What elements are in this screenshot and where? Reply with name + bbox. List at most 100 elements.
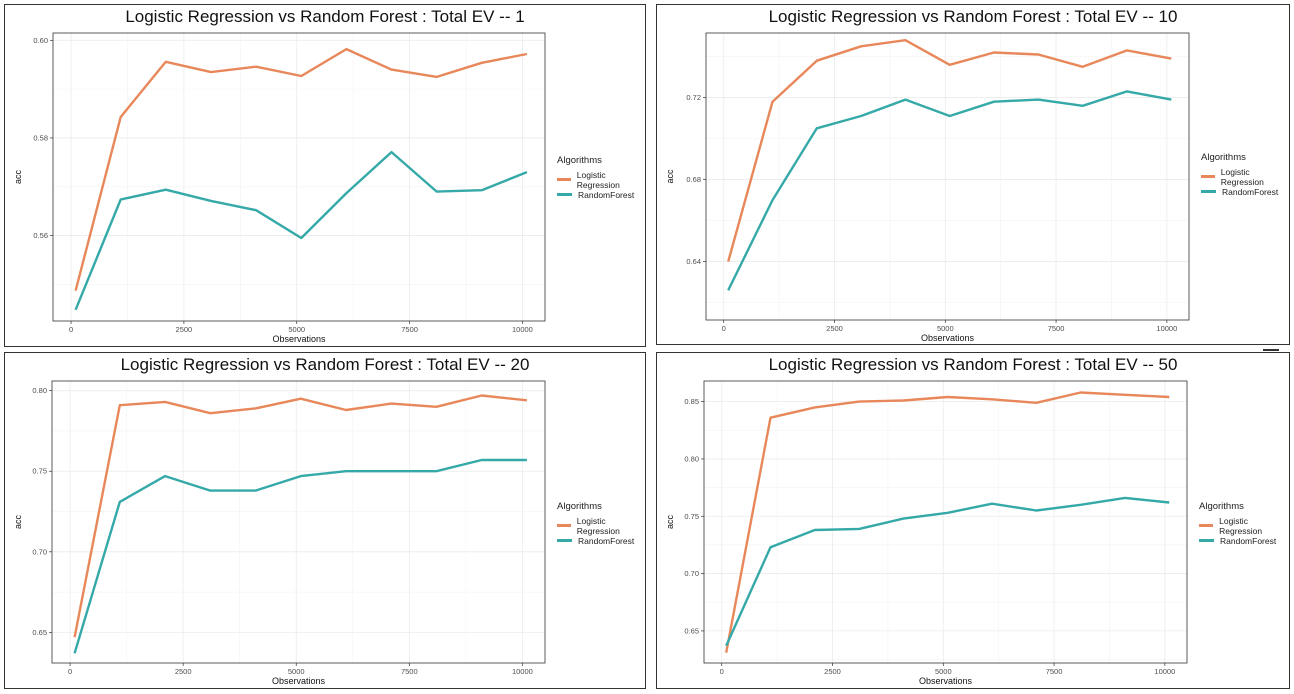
chart-legend: Algorithms Logistic Regression RandomFor… (557, 501, 645, 548)
legend-item-logistic: Logistic Regression (557, 515, 645, 536)
legend-label-logistic: Logistic Regression (576, 515, 620, 536)
series-line-logistic (727, 39, 1172, 262)
x-axis-title: Observations (272, 676, 326, 686)
x-tick-label: 7500 (401, 325, 418, 334)
legend-item-logistic: Logistic Regression (1199, 515, 1289, 536)
y-tick-label: 0.80 (684, 454, 699, 463)
legend-item-forest: RandomForest (557, 187, 645, 202)
y-tick-label: 0.75 (684, 512, 699, 521)
plot-frame (705, 32, 1190, 321)
y-tick-label: 0.60 (33, 36, 48, 45)
x-tick-label: 7500 (1048, 324, 1065, 333)
series-line-forest (725, 496, 1170, 647)
x-tick-label: 10000 (1154, 667, 1175, 676)
legend-item-forest: RandomForest (557, 533, 645, 548)
y-tick-label: 0.58 (33, 133, 48, 142)
x-axis-title: Observations (919, 676, 973, 686)
legend-label-forest: RandomForest (1222, 186, 1279, 197)
chart-title: Logistic Regression vs Random Forest : T… (768, 7, 1178, 26)
plot-frame (703, 380, 1188, 664)
legend-item-logistic: Logistic Regression (1201, 166, 1289, 187)
legend-key-forest (557, 539, 572, 542)
chart-panel-ev-20: Logistic Regression vs Random Forest : T… (4, 352, 646, 689)
series-line-forest (73, 458, 527, 654)
legend-key-forest (557, 193, 572, 196)
legend-key-forest (1199, 539, 1214, 542)
legend-key-logistic (1201, 175, 1215, 178)
x-tick-label: 0 (722, 324, 726, 333)
chart-legend: Algorithms Logistic Regression RandomFor… (1199, 501, 1289, 548)
x-tick-label: 2500 (176, 325, 193, 334)
line-chart-ev-1: 0 2500 5000 7500 10000 0.56 0.58 0.60 Observatio… (13, 32, 546, 344)
x-tick-label: 2500 (824, 667, 841, 676)
x-tick-label: 10000 (1156, 324, 1177, 333)
y-axis-title: acc (13, 170, 23, 185)
x-tick-label: 7500 (1046, 667, 1063, 676)
x-tick-label: 0 (720, 667, 724, 676)
series-line-forest (74, 150, 528, 311)
series-line-forest (727, 90, 1172, 291)
y-tick-label: 0.70 (684, 569, 699, 578)
y-tick-label: 0.65 (32, 628, 47, 637)
legend-title: Algorithms (1201, 152, 1246, 163)
legend-key-logistic (557, 178, 571, 181)
x-tick-label: 2500 (175, 667, 192, 676)
x-tick-label: 2500 (826, 324, 843, 333)
chart-legend: Algorithms Logistic Regression RandomFor… (1201, 152, 1289, 199)
series-line-logistic (73, 394, 528, 638)
line-chart-ev-50: 0 2500 5000 7500 10000 0.65 0.70 0.75 0.80 0.85 Ob… (665, 380, 1188, 686)
y-tick-label: 0.80 (32, 386, 47, 395)
x-tick-label: 10000 (512, 667, 533, 676)
chart-panel-ev-1: Logistic Regression vs Random Forest : T… (4, 4, 646, 347)
y-tick-label: 0.75 (32, 467, 47, 476)
chart-panel-ev-50: Logistic Regression vs Random Forest : T… (656, 352, 1290, 689)
x-tick-label: 7500 (401, 667, 418, 676)
x-tick-label: 5000 (935, 667, 952, 676)
chart-title: Logistic Regression vs Random Forest : T… (768, 355, 1178, 374)
legend-key-logistic (557, 524, 571, 527)
chart-legend: Algorithms Logistic Regression RandomFor… (557, 155, 645, 202)
legend-label-forest: RandomForest (1220, 535, 1277, 546)
chart-panel-ev-10: Logistic Regression vs Random Forest : T… (656, 4, 1290, 345)
plot-frame (51, 380, 546, 664)
x-axis-title: Observations (272, 334, 326, 344)
y-axis-title: acc (665, 515, 675, 530)
x-tick-label: 5000 (288, 325, 305, 334)
legend-label-logistic: Logistic Regression (576, 169, 620, 190)
chart-title: Logistic Regression vs Random Forest : T… (120, 355, 530, 374)
line-chart-ev-20: 0 2500 5000 7500 10000 0.65 0.70 0.75 0.80 Observ… (13, 380, 546, 686)
y-axis-title: acc (13, 515, 23, 530)
legend-label-logistic: Logistic Regression (1220, 166, 1264, 187)
legend-item-forest: RandomForest (1199, 533, 1289, 548)
x-tick-label: 10000 (512, 325, 533, 334)
legend-label-logistic: Logistic Regression (1219, 515, 1263, 536)
legend-key-logistic (1199, 524, 1214, 527)
y-axis-title: acc (665, 169, 675, 184)
divider-dash (1263, 349, 1279, 351)
x-tick-label: 5000 (288, 667, 305, 676)
legend-label-forest: RandomForest (578, 189, 635, 200)
y-tick-label: 0.72 (686, 93, 701, 102)
y-tick-label: 0.70 (32, 547, 47, 556)
y-tick-label: 0.85 (684, 397, 699, 406)
y-tick-label: 0.68 (686, 175, 701, 184)
legend-title: Algorithms (557, 501, 602, 512)
x-tick-label: 0 (69, 325, 73, 334)
x-tick-label: 5000 (937, 324, 954, 333)
y-tick-label: 0.64 (686, 257, 701, 266)
chart-title: Logistic Regression vs Random Forest : T… (125, 7, 525, 26)
legend-item-forest: RandomForest (1201, 184, 1289, 199)
plot-frame (52, 32, 546, 322)
legend-title: Algorithms (557, 155, 602, 166)
line-chart-ev-10: 0 2500 5000 7500 10000 0.64 0.68 0.72 Observatio… (665, 32, 1190, 343)
x-axis-title: Observations (921, 333, 975, 343)
series-line-logistic (725, 391, 1170, 653)
legend-item-logistic: Logistic Regression (557, 169, 645, 190)
legend-key-forest (1201, 190, 1216, 193)
x-tick-label: 0 (68, 667, 72, 676)
legend-title: Algorithms (1199, 501, 1244, 512)
y-tick-label: 0.65 (684, 626, 699, 635)
series-line-logistic (74, 47, 528, 292)
y-tick-label: 0.56 (33, 231, 48, 240)
legend-label-forest: RandomForest (578, 535, 635, 546)
